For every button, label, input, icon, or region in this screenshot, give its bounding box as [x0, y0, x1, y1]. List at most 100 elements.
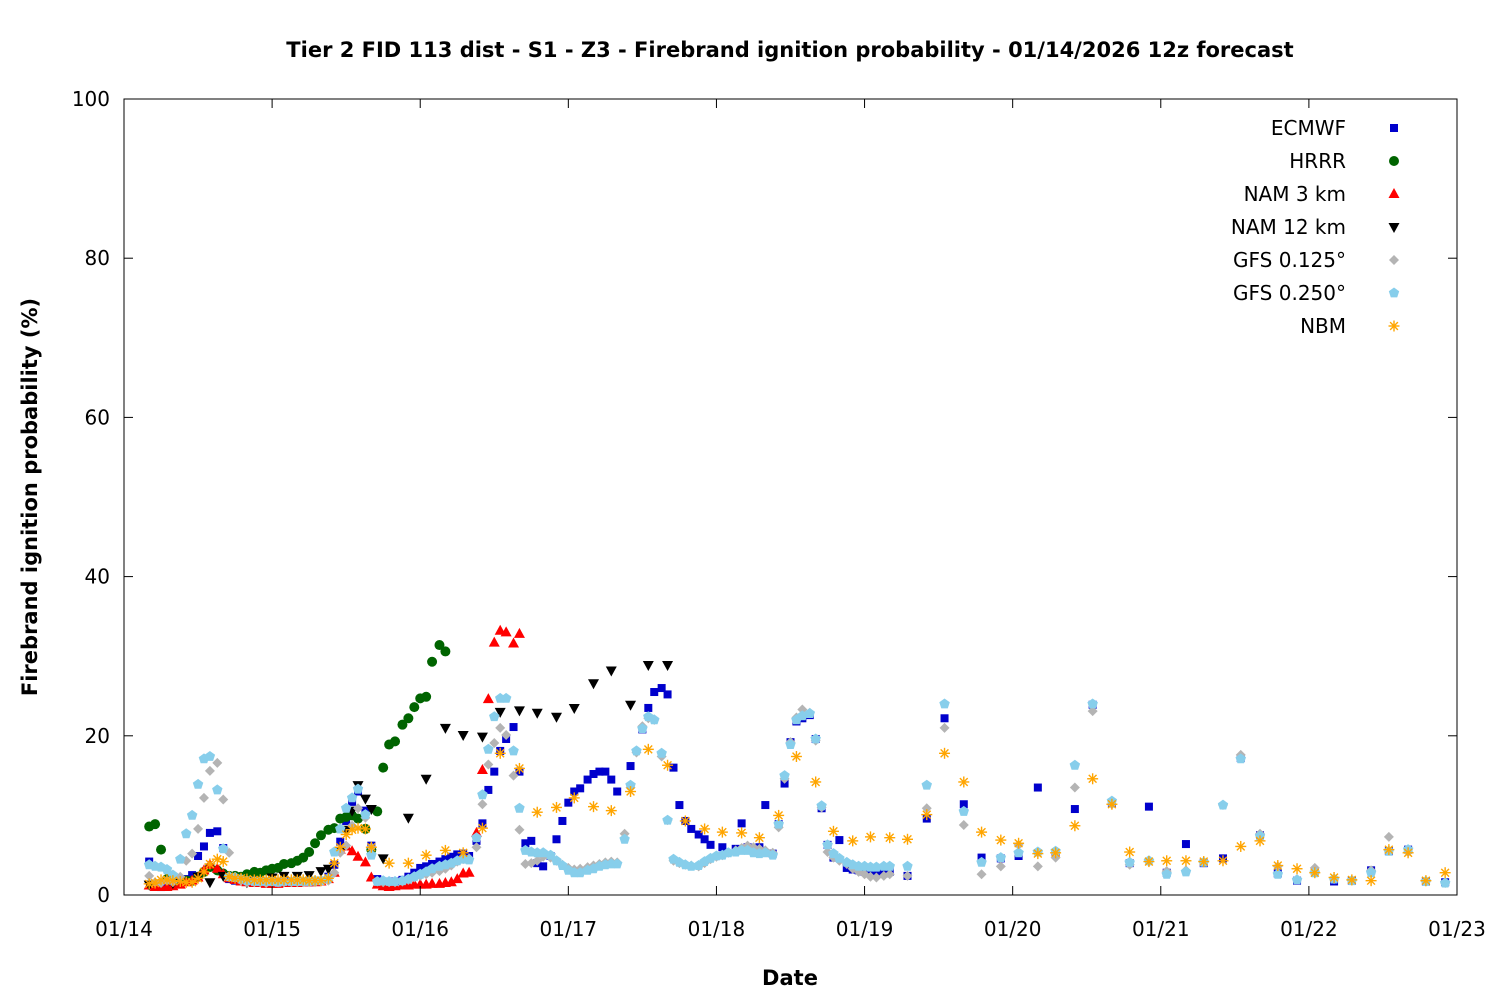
data-point: [921, 803, 932, 814]
legend-item-nbm: NBM: [1300, 314, 1400, 338]
data-point: [352, 783, 364, 794]
data-point: [626, 762, 635, 771]
data-point: [1124, 846, 1136, 858]
legend-marker: [1388, 188, 1400, 198]
legend-item-hrrr: HRRR: [1289, 149, 1399, 173]
data-point: [477, 789, 488, 800]
legend-marker: [1388, 320, 1400, 332]
data-point: [1161, 855, 1173, 867]
data-point: [1272, 860, 1284, 872]
data-point: [426, 877, 438, 888]
data-point: [476, 732, 488, 743]
data-point: [213, 827, 222, 836]
data-point: [940, 714, 949, 723]
data-point: [552, 835, 561, 844]
data-point: [346, 792, 358, 803]
data-point: [489, 737, 500, 748]
data-point: [761, 801, 770, 810]
data-point: [995, 861, 1006, 872]
data-point: [625, 786, 637, 798]
data-point: [649, 714, 660, 725]
data-point: [187, 848, 198, 859]
data-point: [353, 813, 364, 824]
data-point: [642, 660, 654, 671]
data-point: [365, 841, 377, 853]
plot-area: [143, 624, 1451, 892]
data-point: [865, 871, 876, 882]
data-point: [995, 852, 1006, 862]
data-point: [1070, 805, 1079, 814]
data-point: [489, 711, 500, 722]
data-point: [409, 702, 420, 713]
data-point: [194, 851, 203, 860]
data-point: [477, 799, 488, 810]
y-tick-label: 80: [85, 246, 110, 270]
data-point: [884, 832, 896, 844]
data-point: [204, 878, 216, 889]
data-point: [340, 829, 352, 841]
data-point: [1328, 871, 1340, 883]
y-tick-label: 0: [97, 883, 110, 907]
data-point: [304, 847, 315, 858]
x-tick-label: 01/15: [243, 917, 301, 941]
data-point: [939, 722, 950, 733]
data-point: [204, 765, 215, 776]
data-point: [340, 802, 352, 813]
legend: ECMWF HRRR NAM 3 km NAM 12 km GFS 0.125° GFS …: [1231, 116, 1400, 338]
data-point: [662, 660, 674, 671]
data-point: [1272, 868, 1283, 879]
data-point: [607, 775, 616, 784]
data-point: [334, 841, 346, 853]
data-point: [322, 872, 334, 884]
data-point: [679, 815, 691, 827]
data-point: [440, 646, 451, 657]
data-point: [810, 733, 821, 744]
data-point: [420, 849, 432, 861]
data-point: [359, 794, 371, 805]
data-point: [508, 745, 519, 756]
data-point: [686, 860, 697, 871]
x-tick-label: 01/22: [1280, 917, 1338, 941]
data-point: [644, 703, 653, 712]
data-point: [421, 691, 432, 702]
data-point: [513, 627, 525, 638]
data-point: [476, 764, 488, 775]
legend-label: NAM 3 km: [1244, 182, 1346, 206]
data-point: [488, 636, 500, 647]
data-point: [1420, 875, 1432, 887]
data-point: [346, 845, 358, 856]
data-point: [447, 852, 456, 861]
legend-marker: [1390, 124, 1398, 132]
data-point: [773, 818, 784, 829]
data-point: [976, 856, 987, 867]
x-tick-label: 01/17: [540, 917, 598, 941]
data-point: [1309, 867, 1321, 879]
data-point: [976, 826, 988, 838]
data-point: [1033, 783, 1042, 792]
data-point: [1235, 753, 1246, 764]
data-point: [939, 698, 950, 709]
data-point: [656, 747, 667, 758]
x-tick-label: 01/19: [836, 917, 894, 941]
series-gfs-0-125: [144, 704, 1451, 889]
data-point: [205, 828, 214, 837]
data-point: [181, 828, 192, 839]
data-point: [958, 805, 969, 816]
x-tick-label: 01/16: [391, 917, 449, 941]
data-point: [500, 626, 512, 637]
data-point: [402, 857, 414, 869]
data-point: [476, 822, 488, 834]
legend-label: NBM: [1300, 314, 1346, 338]
y-tick-label: 100: [72, 87, 110, 111]
data-point: [1217, 799, 1229, 810]
data-point: [804, 708, 815, 718]
data-point: [958, 819, 969, 830]
data-point: [550, 801, 562, 813]
data-point: [211, 862, 223, 873]
legend-marker: [1388, 223, 1400, 233]
data-point: [212, 757, 223, 768]
data-point: [310, 838, 321, 849]
data-point: [835, 836, 844, 845]
